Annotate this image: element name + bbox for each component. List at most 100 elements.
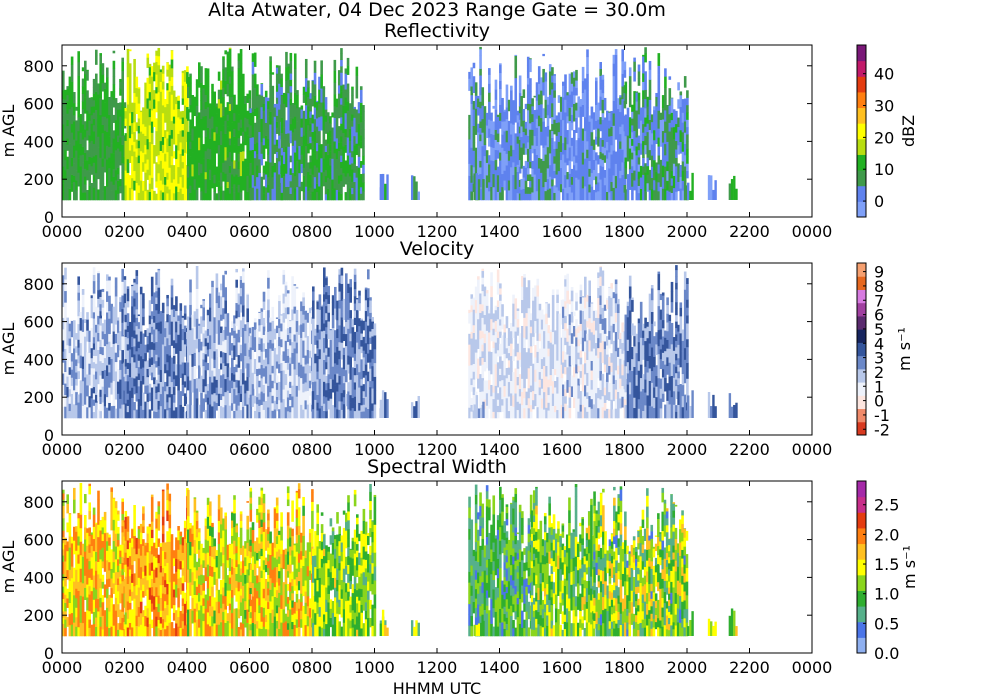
- heatmap-cell: [204, 393, 208, 403]
- heatmap-cell: [253, 143, 257, 152]
- heatmap-cell: [131, 284, 134, 287]
- heatmap-cell: [553, 192, 556, 201]
- heatmap-cell: [601, 146, 605, 154]
- heatmap-cell: [644, 89, 647, 100]
- heatmap-cell: [353, 339, 357, 347]
- heatmap-cell: [249, 162, 253, 176]
- heatmap-cell: [275, 354, 279, 362]
- heatmap-cell: [211, 286, 214, 299]
- heatmap-cell: [157, 118, 161, 129]
- heatmap-cell: [144, 330, 147, 337]
- heatmap-cell: [159, 81, 163, 92]
- heatmap-cell: [267, 123, 270, 132]
- heatmap-cell: [246, 143, 249, 152]
- heatmap-cell: [217, 381, 221, 394]
- heatmap-cell: [331, 327, 335, 341]
- heatmap-cell: [501, 97, 504, 109]
- heatmap-cell: [282, 103, 286, 116]
- heatmap-cell: [533, 187, 537, 201]
- heatmap-cell: [70, 98, 74, 108]
- heatmap-cell: [128, 390, 132, 405]
- heatmap-cell: [316, 363, 319, 372]
- heatmap-cell: [336, 319, 339, 330]
- heatmap-cell: [308, 327, 312, 336]
- heatmap-cell: [351, 132, 354, 139]
- heatmap-cell: [347, 355, 350, 365]
- heatmap-cell: [153, 322, 156, 330]
- heatmap-cell: [320, 331, 324, 344]
- heatmap-cell: [172, 123, 176, 131]
- heatmap-cell: [655, 96, 658, 107]
- heatmap-cell: [157, 400, 161, 410]
- heatmap-cell: [359, 187, 363, 194]
- heatmap-cell: [275, 145, 279, 153]
- heatmap-cell: [242, 395, 245, 407]
- heatmap-cell: [526, 187, 530, 194]
- heatmap-cell: [612, 100, 616, 114]
- heatmap-cell: [621, 86, 624, 100]
- heatmap-cell: [353, 181, 356, 192]
- heatmap-cell: [273, 330, 277, 340]
- heatmap-cell: [348, 103, 352, 106]
- heatmap-cell: [228, 165, 232, 173]
- heatmap-cell: [99, 318, 102, 326]
- heatmap-cell: [644, 52, 647, 63]
- heatmap-cell: [286, 313, 290, 322]
- heatmap-cell: [222, 162, 225, 173]
- heatmap-cell: [551, 130, 554, 138]
- colorbar-tick-label: 30: [874, 97, 894, 116]
- heatmap-cell: [135, 122, 139, 132]
- heatmap-cell: [533, 122, 537, 137]
- heatmap-cell: [358, 333, 361, 342]
- heatmap-cell: [612, 88, 616, 101]
- heatmap-cell: [338, 333, 341, 343]
- heatmap-cell: [333, 70, 337, 83]
- heatmap-cell: [730, 179, 734, 200]
- heatmap-cell: [553, 75, 556, 84]
- heatmap-cell: [231, 109, 234, 123]
- heatmap-cell: [213, 91, 216, 99]
- heatmap-cell: [186, 66, 189, 73]
- heatmap-cell: [166, 69, 169, 77]
- heatmap-cell: [131, 326, 134, 337]
- heatmap-cell: [679, 106, 683, 119]
- heatmap-cell: [336, 373, 339, 383]
- heatmap-cell: [172, 172, 176, 180]
- heatmap-cell: [333, 94, 337, 107]
- heatmap-cell: [112, 380, 116, 394]
- heatmap-cell: [485, 150, 489, 163]
- heatmap-cell: [670, 170, 674, 179]
- heatmap-cell: [119, 116, 122, 124]
- heatmap-cell: [226, 376, 230, 391]
- heatmap-cell: [659, 119, 663, 134]
- heatmap-cell: [124, 388, 128, 397]
- heatmap-cell: [323, 279, 326, 288]
- heatmap-cell: [146, 118, 150, 130]
- heatmap-cell: [77, 402, 80, 411]
- heatmap-cell: [106, 291, 109, 302]
- heatmap-cell: [371, 321, 374, 330]
- heatmap-cell: [170, 138, 174, 148]
- heatmap-cell: [335, 117, 339, 129]
- heatmap-cell: [282, 312, 286, 323]
- heatmap-cell: [264, 392, 268, 401]
- heatmap-cell: [280, 95, 284, 96]
- heatmap-cell: [551, 116, 554, 125]
- heatmap-cell: [289, 85, 293, 93]
- heatmap-cell: [224, 391, 227, 406]
- heatmap-cell: [336, 400, 339, 410]
- heatmap-cell: [166, 193, 169, 201]
- heatmap-cell: [267, 407, 270, 419]
- heatmap-cell: [522, 165, 526, 178]
- heatmap-cell: [526, 84, 530, 91]
- heatmap-cell: [92, 324, 96, 332]
- heatmap-cell: [287, 63, 290, 67]
- heatmap-cell: [213, 148, 216, 158]
- heatmap-cell: [204, 80, 208, 88]
- heatmap-cell: [195, 266, 199, 270]
- heatmap-cell: [170, 309, 174, 322]
- heatmap-cell: [124, 321, 128, 330]
- heatmap-cell: [206, 189, 210, 201]
- heatmap-cell: [581, 68, 585, 82]
- heatmap-cell: [584, 89, 587, 104]
